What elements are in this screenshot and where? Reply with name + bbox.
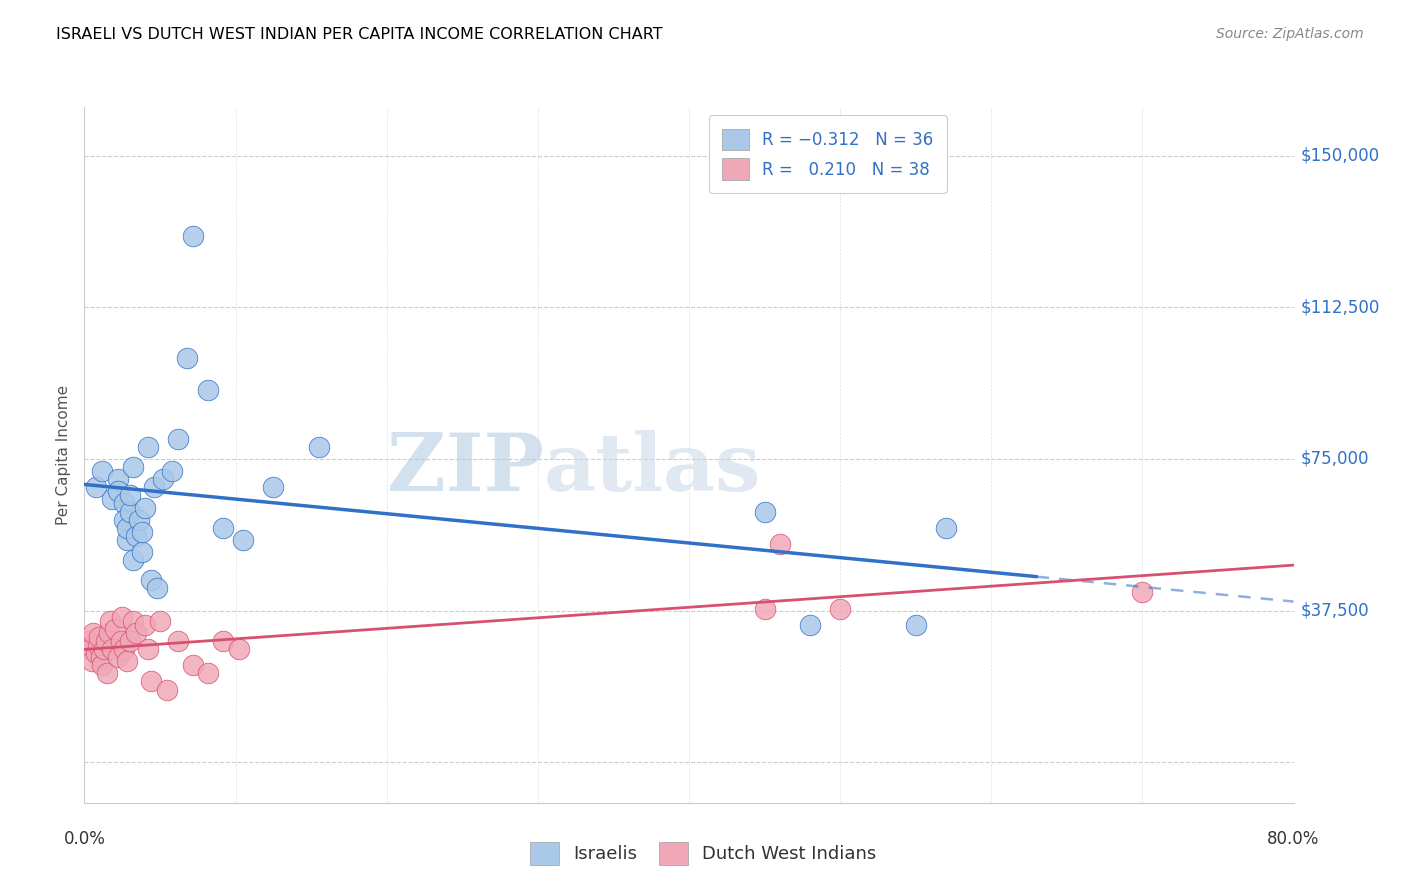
Point: [118, 488, 141, 502]
Point: [112, 496, 135, 510]
Y-axis label: Per Capita Income: Per Capita Income: [56, 384, 72, 525]
Point: [131, 524, 153, 539]
Point: [134, 500, 156, 515]
Point: [262, 480, 284, 494]
Point: [121, 614, 143, 628]
Point: [167, 634, 190, 648]
Point: [111, 609, 134, 624]
Point: [139, 574, 162, 588]
Point: [160, 464, 183, 478]
Point: [799, 617, 821, 632]
Point: [125, 529, 148, 543]
Point: [110, 634, 132, 648]
Point: [197, 383, 219, 397]
Text: $150,000: $150,000: [1301, 146, 1379, 165]
Point: [830, 601, 852, 615]
Point: [146, 582, 169, 596]
Point: [128, 513, 150, 527]
Point: [91, 464, 114, 478]
Point: [142, 480, 165, 494]
Text: $112,500: $112,500: [1301, 298, 1379, 317]
Point: [156, 682, 179, 697]
Point: [115, 654, 138, 668]
Point: [754, 504, 776, 518]
Point: [121, 460, 143, 475]
Text: Source: ZipAtlas.com: Source: ZipAtlas.com: [1216, 27, 1364, 41]
Point: [212, 521, 235, 535]
Point: [149, 614, 172, 628]
Point: [136, 440, 159, 454]
Point: [125, 626, 148, 640]
Point: [232, 533, 254, 547]
Point: [181, 229, 204, 244]
Point: [96, 666, 118, 681]
Text: ZIP: ZIP: [387, 430, 544, 508]
Point: [80, 654, 103, 668]
Point: [97, 626, 120, 640]
Point: [91, 658, 114, 673]
Point: [82, 626, 104, 640]
Point: [167, 432, 190, 446]
Point: [134, 617, 156, 632]
Point: [77, 634, 100, 648]
Point: [115, 521, 138, 535]
Point: [176, 351, 198, 365]
Point: [86, 646, 108, 660]
Point: [107, 484, 129, 499]
Point: [754, 601, 776, 615]
Point: [228, 642, 250, 657]
Point: [93, 642, 115, 657]
Text: 80.0%: 80.0%: [1267, 830, 1320, 847]
Point: [935, 521, 957, 535]
Text: $37,500: $37,500: [1301, 602, 1369, 620]
Text: $75,000: $75,000: [1301, 450, 1369, 468]
Point: [107, 472, 129, 486]
Point: [94, 634, 117, 648]
Point: [136, 642, 159, 657]
Point: [181, 658, 204, 673]
Point: [212, 634, 235, 648]
Text: 0.0%: 0.0%: [63, 830, 105, 847]
Point: [769, 537, 792, 551]
Point: [100, 492, 122, 507]
Point: [90, 650, 112, 665]
Point: [107, 650, 129, 665]
Text: ISRAELI VS DUTCH WEST INDIAN PER CAPITA INCOME CORRELATION CHART: ISRAELI VS DUTCH WEST INDIAN PER CAPITA …: [56, 27, 662, 42]
Point: [308, 440, 330, 454]
Point: [131, 545, 153, 559]
Point: [100, 642, 122, 657]
Point: [87, 638, 110, 652]
Legend: Israelis, Dutch West Indians: Israelis, Dutch West Indians: [520, 833, 886, 874]
Point: [115, 533, 138, 547]
Point: [118, 504, 141, 518]
Legend: R = −0.312   N = 36, R =   0.210   N = 38: R = −0.312 N = 36, R = 0.210 N = 38: [709, 115, 946, 194]
Point: [112, 513, 135, 527]
Point: [118, 634, 141, 648]
Point: [904, 617, 927, 632]
Point: [121, 553, 143, 567]
Point: [98, 614, 121, 628]
Point: [1130, 585, 1153, 599]
Point: [112, 642, 135, 657]
Point: [79, 642, 101, 657]
Point: [139, 674, 162, 689]
Point: [104, 622, 127, 636]
Text: atlas: atlas: [544, 430, 761, 508]
Point: [86, 480, 108, 494]
Point: [152, 472, 174, 486]
Point: [89, 630, 111, 644]
Point: [197, 666, 219, 681]
